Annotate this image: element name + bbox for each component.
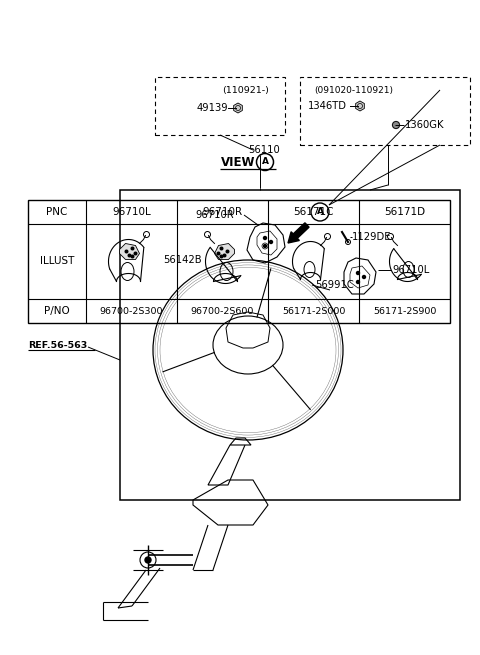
Circle shape [223,254,226,257]
Circle shape [357,272,360,274]
Text: ILLUST: ILLUST [40,257,74,267]
Text: A: A [262,157,268,166]
Circle shape [217,252,220,255]
Text: 56171-2S900: 56171-2S900 [373,307,436,316]
Circle shape [145,557,151,563]
Text: 96710L: 96710L [112,207,151,217]
Text: A: A [316,208,324,217]
Circle shape [134,252,137,255]
Text: 49139: 49139 [197,103,228,113]
Circle shape [362,276,365,278]
Circle shape [357,280,360,284]
Circle shape [220,247,223,250]
Polygon shape [234,103,242,113]
Text: 56110: 56110 [248,145,280,155]
Text: 56171D: 56171D [384,207,425,217]
Text: 96710R: 96710R [195,210,234,220]
Circle shape [269,240,273,244]
Circle shape [220,255,223,258]
Text: 1129DE: 1129DE [352,232,392,242]
Text: P/NO: P/NO [44,306,70,316]
Polygon shape [356,101,364,111]
Text: 56991C: 56991C [315,280,354,290]
Circle shape [128,254,131,257]
Text: 56142B: 56142B [163,255,202,265]
Text: 1360GK: 1360GK [405,120,444,130]
Circle shape [393,121,399,128]
Text: 96710L: 96710L [392,265,429,275]
Polygon shape [120,244,140,259]
Text: 56171-2S000: 56171-2S000 [282,307,345,316]
Polygon shape [215,244,235,259]
Circle shape [131,255,134,258]
Text: VIEW: VIEW [221,155,255,168]
Circle shape [264,236,266,240]
Bar [120,190,460,500]
Circle shape [264,244,266,248]
FancyArrow shape [288,223,309,243]
Text: 96700-2S300: 96700-2S300 [100,307,163,316]
Text: REF.56-563: REF.56-563 [28,341,87,350]
Circle shape [125,250,128,253]
Bar [28,200,450,323]
Text: 56171C: 56171C [293,207,334,217]
Circle shape [226,250,229,253]
Text: 1346TD: 1346TD [308,101,347,111]
Text: (091020-110921): (091020-110921) [314,86,393,94]
Text: PNC: PNC [46,207,68,217]
Circle shape [131,247,134,250]
Bar [155,77,285,135]
Text: (110921-): (110921-) [222,86,269,96]
Bar [300,77,470,145]
Text: 96710R: 96710R [203,207,242,217]
Text: 96700-2S600: 96700-2S600 [191,307,254,316]
